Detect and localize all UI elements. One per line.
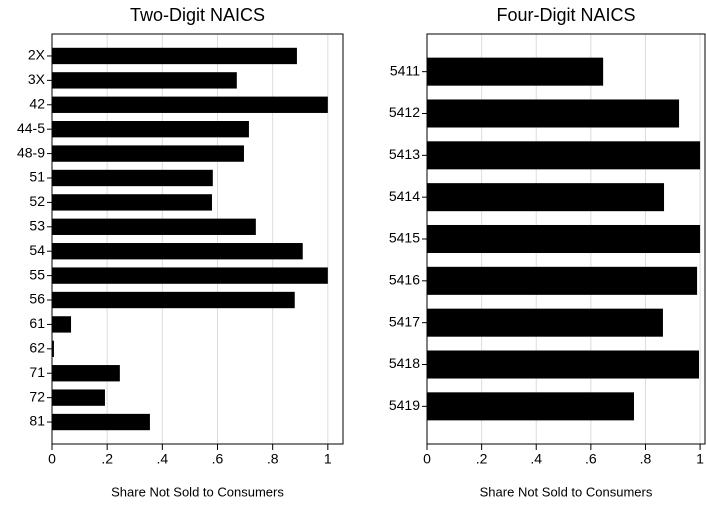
x-tick-label: 1 <box>324 451 332 467</box>
bar <box>427 224 701 254</box>
chart-title: Four-Digit NAICS <box>496 5 635 25</box>
bar <box>427 392 634 421</box>
bar <box>52 267 328 284</box>
y-tick-label: 5414 <box>389 188 420 204</box>
y-tick-label: 55 <box>29 266 45 282</box>
bar <box>427 57 604 86</box>
bar <box>52 340 54 357</box>
y-tick-label: 53 <box>29 218 45 234</box>
y-tick-label: 44-5 <box>17 120 45 136</box>
bar <box>52 72 237 89</box>
bar <box>52 218 256 235</box>
plot-frame <box>426 33 706 445</box>
bar <box>427 308 663 337</box>
bar <box>427 350 699 379</box>
y-tick-label: 72 <box>29 388 45 404</box>
y-tick-label: 5417 <box>389 313 420 329</box>
y-tick-label: 2X <box>28 47 46 63</box>
x-tick-label: .6 <box>585 451 597 467</box>
y-tick-label: 81 <box>29 413 45 429</box>
y-tick-label: 5419 <box>389 397 420 413</box>
x-tick-label: .6 <box>212 451 224 467</box>
plot-frame <box>51 33 344 445</box>
bar <box>52 291 295 309</box>
y-tick-label: 62 <box>29 340 45 356</box>
bar <box>427 99 680 128</box>
y-tick-label: 61 <box>29 315 45 331</box>
bar <box>427 141 701 170</box>
y-tick-label: 5411 <box>390 62 420 78</box>
x-tick-label: .8 <box>640 451 652 467</box>
y-tick-label: 5413 <box>389 146 420 162</box>
bar <box>52 316 72 333</box>
bar <box>427 183 665 212</box>
y-tick-label: 52 <box>29 193 45 209</box>
bar <box>52 96 328 113</box>
bar <box>427 266 698 295</box>
y-tick-label: 3X <box>28 71 46 87</box>
bar <box>52 47 297 65</box>
y-tick-label: 5415 <box>389 230 420 246</box>
x-tick-label: .4 <box>530 451 542 467</box>
y-tick-label: 5416 <box>389 272 420 288</box>
x-tick-label: .4 <box>156 451 168 467</box>
x-tick-label: .2 <box>476 451 488 467</box>
bar <box>52 169 213 187</box>
y-tick-label: 54 <box>29 242 45 258</box>
bar <box>52 121 249 138</box>
y-tick-label: 5412 <box>389 104 420 120</box>
bar <box>52 145 244 162</box>
y-tick-label: 71 <box>29 364 45 380</box>
bar <box>52 389 105 406</box>
y-tick-label: 42 <box>29 95 45 111</box>
bar <box>52 243 303 260</box>
x-tick-label: 0 <box>423 451 431 467</box>
y-tick-label: 56 <box>29 291 45 307</box>
x-tick-label: 0 <box>48 451 56 467</box>
x-tick-label: 1 <box>696 451 704 467</box>
x-tick-label: .8 <box>267 451 279 467</box>
chart-title: Two-Digit NAICS <box>130 5 265 25</box>
bar <box>52 194 212 211</box>
x-axis-label: Share Not Sold to Consumers <box>111 484 284 499</box>
bar <box>52 413 150 431</box>
bar <box>52 365 120 382</box>
y-tick-label: 51 <box>29 169 45 185</box>
x-axis-label: Share Not Sold to Consumers <box>480 484 653 499</box>
x-tick-label: .2 <box>101 451 113 467</box>
y-tick-label: 5418 <box>389 355 420 371</box>
y-tick-label: 48-9 <box>17 144 45 160</box>
